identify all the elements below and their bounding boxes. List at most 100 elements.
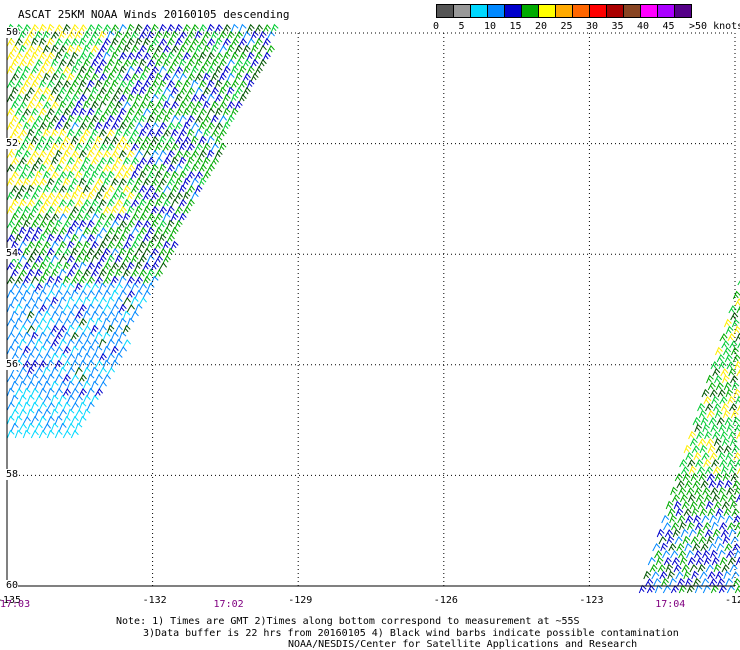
wind-barb [14,149,23,159]
wind-barb [170,184,179,194]
wind-barb [694,549,702,559]
wind-barb [166,149,175,159]
wind-barb [170,212,179,222]
wind-barb [683,570,691,580]
wind-barb [673,563,682,573]
wind-barb [118,164,127,173]
wind-barb [22,38,31,47]
wind-barb [684,542,693,552]
wind-barb [242,30,251,40]
wind-barb [70,429,79,439]
wind-barb [194,128,203,138]
wind-barb [26,380,35,390]
wind-barb [50,128,59,138]
wind-barb [26,170,35,180]
wind-barb [42,296,51,306]
wind-barb [102,276,111,285]
wind-barb [62,149,71,159]
wind-barb [58,310,67,320]
wind-barb [186,45,195,54]
wind-barb [130,184,139,194]
wind-barb [118,262,127,271]
wind-barb [717,389,726,398]
wind-barb [62,51,71,61]
time-label: 17:04 [655,599,686,610]
wind-barb [34,142,43,152]
wind-barb [62,38,72,47]
wind-barb [146,129,155,138]
wind-barb [118,121,127,131]
wind-barb [38,37,47,47]
legend-swatch [623,4,641,18]
wind-barb [142,80,151,89]
wind-barb [78,303,87,313]
wind-barb [70,135,79,145]
wind-barb [130,254,139,264]
wind-barb [194,142,203,152]
wind-barb [138,170,147,180]
wind-barb [54,51,63,61]
wind-barb [50,366,59,376]
wind-barb [14,178,23,187]
wind-barb [98,254,107,264]
wind-barb [90,100,99,110]
wind-barb [727,522,736,531]
wind-barb [118,317,127,327]
wind-barb [210,72,219,82]
wind-barb [218,142,227,152]
wind-barb [78,374,87,383]
wind-barb [710,549,718,559]
wind-barb [106,226,115,236]
legend-swatch [606,4,624,18]
wind-barb [142,177,151,187]
wind-barb [58,268,67,278]
wind-barb [6,276,15,285]
wind-barb [118,52,127,61]
wind-barb [206,51,215,61]
wind-barb [110,317,119,327]
wind-barb [110,37,119,47]
wind-barb [198,163,207,173]
wind-barb [653,577,662,587]
wind-barb [186,128,195,138]
legend-label: 40 [637,21,650,32]
wind-barb [34,87,43,96]
wind-barb [226,72,235,82]
wind-barb [86,387,95,397]
wind-barb [190,38,199,47]
wind-barb [54,304,63,313]
wind-barb [677,515,686,524]
wind-barb [731,318,740,328]
wind-barb [717,577,725,587]
wind-barb [106,254,115,264]
wind-barb [30,387,39,397]
wind-barb [134,108,143,117]
wind-barb [86,79,95,89]
wind-barb [54,163,63,173]
wind-barb [58,352,67,362]
wind-barb [680,528,689,538]
wind-barb [134,163,143,173]
wind-barb [118,220,127,229]
wind-barb [190,52,199,61]
wind-barb [146,44,155,54]
wind-barb [146,114,155,124]
wind-barb [18,30,27,40]
wind-barb [94,191,103,201]
wind-barb [82,339,91,348]
wind-barb [130,240,139,250]
wind-barb [178,31,188,40]
wind-barb [114,100,123,110]
wind-barb [6,205,15,215]
wind-barb [82,184,91,194]
wind-barb [78,191,87,201]
wind-barb [721,402,729,412]
wind-barb [194,100,203,110]
wind-barb [62,205,71,215]
wind-barb [62,345,71,355]
wind-barb [42,58,51,68]
wind-barb [130,44,139,54]
wind-barb [222,51,231,61]
wind-barb [715,381,724,391]
wind-barb [736,465,740,475]
